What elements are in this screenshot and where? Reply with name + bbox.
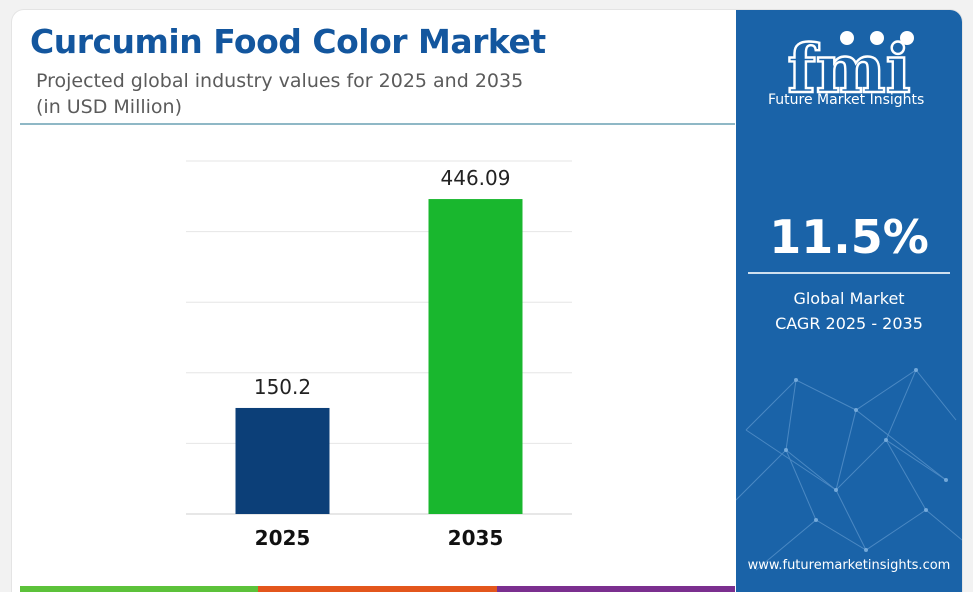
logo-chart-icon bbox=[900, 31, 914, 45]
chart-subtitle: Projected global industry values for 202… bbox=[36, 68, 656, 120]
cagr-label-line-1: Global Market bbox=[793, 289, 905, 308]
fmi-logo: fmi bbox=[786, 29, 914, 109]
infographic-card: Curcumin Food Color Market Projected glo… bbox=[12, 10, 962, 592]
logo-subtitle: Future Market Insights bbox=[768, 92, 925, 108]
cagr-value: 11.5% bbox=[769, 210, 929, 264]
logo-person-icon bbox=[870, 31, 884, 45]
bars: 150.2 2025 446.09 2035 bbox=[235, 166, 523, 550]
x-tick-label-2025: 2025 bbox=[255, 526, 311, 550]
cagr-label-line-2: CAGR 2025 - 2035 bbox=[775, 314, 923, 333]
bottom-color-stripes bbox=[20, 586, 735, 592]
color-stripe-2 bbox=[258, 586, 497, 592]
bar-2035 bbox=[428, 199, 523, 514]
chart-title: Curcumin Food Color Market bbox=[30, 22, 546, 61]
sidebar-panel: fmi Future Market Insights 11.5% Global … bbox=[736, 10, 962, 592]
subtitle-line-2: (in USD Million) bbox=[36, 96, 182, 118]
color-stripe-3 bbox=[496, 586, 735, 592]
cagr-label: Global Market CAGR 2025 - 2035 bbox=[736, 286, 962, 336]
website-url: www.futuremarketinsights.com bbox=[747, 558, 951, 573]
bar-2025 bbox=[235, 407, 330, 514]
subtitle-line-1: Projected global industry values for 202… bbox=[36, 70, 524, 92]
data-label-2025: 150.2 bbox=[254, 375, 311, 399]
logo-globe-icon bbox=[840, 31, 854, 45]
header-divider bbox=[20, 123, 735, 125]
sidebar-divider bbox=[748, 272, 950, 274]
bar-chart: 150.2 2025 446.09 2035 bbox=[186, 160, 572, 550]
data-label-2035: 446.09 bbox=[441, 166, 511, 190]
network-pattern-decoration bbox=[736, 368, 962, 571]
color-stripe-1 bbox=[20, 586, 259, 592]
x-tick-label-2035: 2035 bbox=[448, 526, 504, 550]
